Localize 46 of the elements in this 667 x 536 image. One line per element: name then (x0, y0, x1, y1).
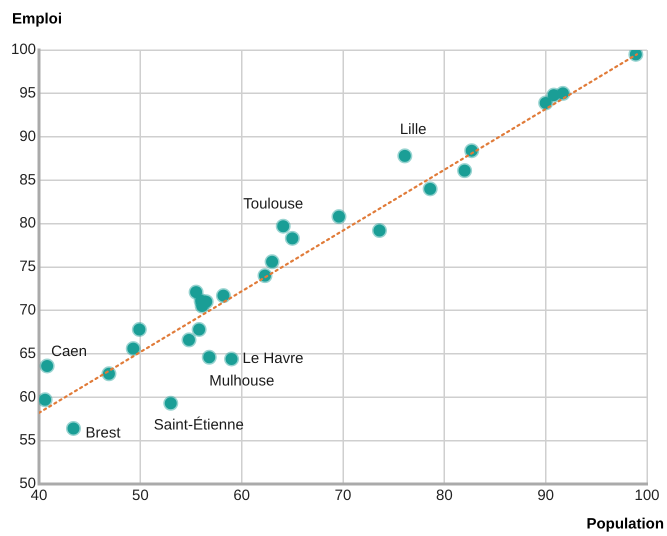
point (216, 288, 231, 304)
annotation: Lille (400, 121, 427, 138)
point (372, 223, 387, 238)
y-tick-label: 65 (19, 344, 36, 362)
point (39, 392, 53, 408)
point (132, 322, 147, 337)
x-axis-title: Population (586, 516, 664, 533)
point (181, 332, 196, 348)
annotation: Brest (85, 424, 122, 442)
x-tick-label: 80 (436, 487, 453, 504)
point (264, 254, 280, 270)
point (66, 420, 81, 436)
x-tick-label: 70 (334, 487, 352, 504)
point (422, 181, 438, 196)
y-tick-label: 85 (19, 171, 36, 188)
x-tick-label: 90 (537, 487, 554, 504)
point (284, 230, 300, 246)
point (555, 86, 570, 101)
y-tick-label: 75 (19, 258, 36, 276)
y-tick-label: 60 (19, 388, 36, 406)
annotation: Mulhouse (209, 372, 274, 390)
point (126, 341, 141, 356)
annotation: Saint-Étienne (154, 415, 244, 434)
x-tick-label: 40 (30, 487, 48, 504)
point (163, 396, 178, 411)
x-tick-label: 60 (233, 487, 250, 504)
point (202, 350, 217, 365)
point (192, 322, 207, 337)
point (331, 209, 346, 224)
y-tick-label: 80 (19, 214, 36, 232)
point (276, 218, 291, 234)
point (457, 163, 472, 178)
y-tick-label: 90 (19, 128, 36, 145)
annotation: Toulouse (243, 195, 304, 212)
y-tick-label: 55 (19, 432, 36, 449)
point (40, 358, 55, 374)
annotation: Caen (51, 343, 87, 360)
x-tick-label: 50 (132, 487, 149, 504)
point (224, 352, 240, 367)
x-tick-label: 100 (634, 487, 660, 504)
annotation: Le Havre (242, 350, 304, 368)
point (397, 148, 412, 164)
y-tick-label: 70 (19, 302, 36, 319)
y-axis-title: Emploi (12, 10, 62, 28)
y-tick-label: 95 (19, 84, 36, 102)
y-tick-label: 100 (10, 41, 36, 58)
